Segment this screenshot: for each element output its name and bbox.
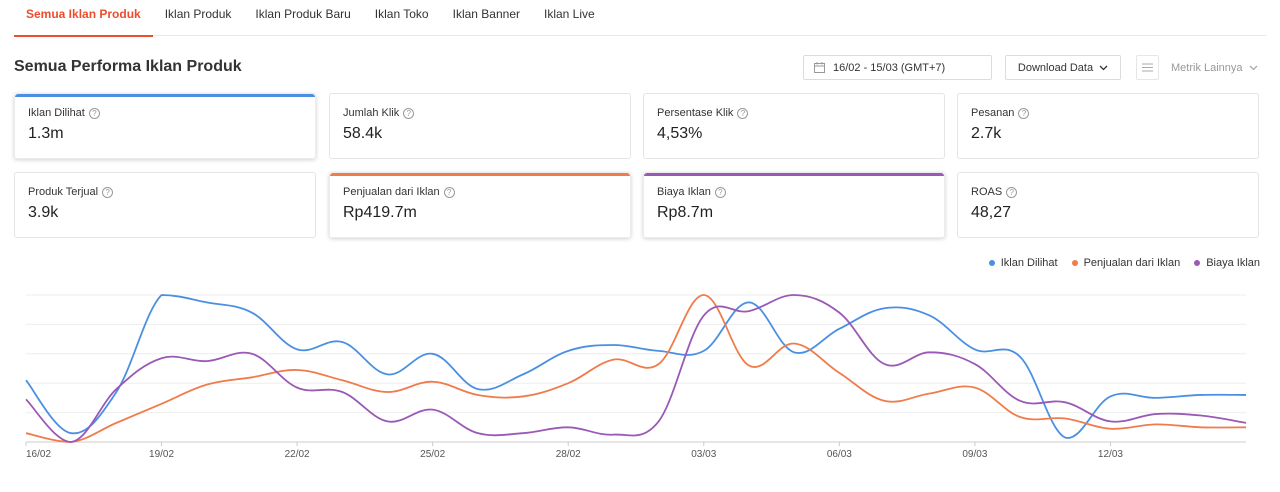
chevron-down-icon: [1249, 65, 1258, 70]
chevron-down-icon: [1099, 65, 1108, 70]
metric-card-jumlah-klik[interactable]: Jumlah Klik? 58.4k: [329, 93, 631, 159]
x-tick-label: 12/03: [1098, 449, 1123, 460]
metric-value: 48,27: [971, 204, 1012, 221]
metric-label: Produk Terjual: [28, 186, 99, 198]
metric-label: Penjualan dari Iklan: [343, 186, 440, 198]
help-icon[interactable]: ?: [88, 107, 100, 119]
help-icon[interactable]: ?: [403, 107, 415, 119]
x-tick-label: 19/02: [149, 449, 174, 460]
tab-iklan-produk-baru[interactable]: Iklan Produk Baru: [255, 7, 351, 21]
metric-value: 4,53%: [657, 125, 703, 142]
tab-iklan-banner[interactable]: Iklan Banner: [452, 7, 520, 21]
performance-line-chart: 16/02 19/02 22/02 25/02 28/02 03/03 06/03 09/03…: [25, 294, 1247, 460]
metric-card-pesanan[interactable]: Pesanan? 2.7k: [957, 93, 1259, 159]
x-tick-label: 28/02: [556, 449, 581, 460]
metric-value: Rp419.7m: [343, 204, 417, 221]
list-view-button[interactable]: [1136, 55, 1159, 80]
metric-card-persentase-klik[interactable]: Persentase Klik? 4,53%: [643, 93, 945, 159]
x-tick-label: 09/03: [962, 449, 987, 460]
legend-item-penjualan-dari-iklan[interactable]: Penjualan dari Iklan: [1071, 257, 1181, 269]
list-icon: [1142, 63, 1153, 72]
metric-value: 2.7k: [971, 125, 1002, 142]
legend-item-iklan-dilihat[interactable]: Iklan Dilihat: [988, 257, 1058, 269]
metric-card-produk-terjual[interactable]: Produk Terjual? 3.9k: [14, 172, 316, 238]
x-tick-label: 22/02: [285, 449, 310, 460]
metric-card-roas[interactable]: ROAS? 48,27: [957, 172, 1259, 238]
card-selected-bar: [15, 94, 315, 97]
series-line-penjualan-dari-iklan[interactable]: [25, 294, 1247, 443]
metrik-lainnya-label: Metrik Lainnya: [1171, 61, 1243, 74]
help-icon[interactable]: ?: [1018, 107, 1030, 119]
card-selected-bar: [644, 173, 944, 176]
metric-value: 3.9k: [28, 204, 59, 221]
chart-legend: Iklan Dilihat Penjualan dari Iklan Biaya…: [975, 257, 1260, 269]
metric-label: Jumlah Klik: [343, 107, 400, 119]
tab-iklan-produk[interactable]: Iklan Produk: [164, 7, 232, 21]
legend-label: Biaya Iklan: [1206, 257, 1260, 269]
x-tick-label: 03/03: [691, 449, 716, 460]
help-icon[interactable]: ?: [102, 186, 114, 198]
help-icon[interactable]: ?: [1006, 186, 1018, 198]
metric-label: Iklan Dilihat: [28, 107, 85, 119]
page-title: Semua Performa Iklan Produk: [14, 58, 242, 75]
metric-card-biaya-iklan[interactable]: Biaya Iklan? Rp8.7m: [643, 172, 945, 238]
help-icon[interactable]: ?: [443, 186, 455, 198]
x-tick-label: 06/03: [827, 449, 852, 460]
help-icon[interactable]: ?: [737, 107, 749, 119]
ad-type-tabs: Semua Iklan Produk Iklan Produk Iklan Pr…: [14, 0, 1266, 37]
series-line-biaya-iklan[interactable]: [25, 294, 1247, 443]
metric-label: Pesanan: [971, 107, 1015, 119]
download-data-label: Download Data: [1017, 61, 1094, 74]
legend-label: Iklan Dilihat: [1000, 257, 1058, 269]
date-range-text: 16/02 - 15/03 (GMT+7): [833, 61, 946, 74]
metric-label: Persentase Klik: [657, 107, 734, 119]
x-tick-label: 25/02: [420, 449, 445, 460]
legend-dot: [1194, 260, 1201, 266]
legend-dot: [988, 260, 995, 266]
metric-card-iklan-dilihat[interactable]: Iklan Dilihat? 1.3m: [14, 93, 316, 159]
metric-value: 1.3m: [28, 125, 64, 142]
calendar-icon: [814, 62, 825, 73]
metric-value: Rp8.7m: [657, 204, 714, 221]
tab-semua-iklan-produk[interactable]: Semua Iklan Produk: [14, 0, 153, 37]
legend-dot: [1071, 260, 1078, 266]
metric-label: ROAS: [971, 186, 1003, 198]
download-data-button[interactable]: Download Data: [1005, 55, 1121, 80]
tab-iklan-live[interactable]: Iklan Live: [544, 7, 595, 21]
metrik-lainnya-dropdown[interactable]: Metrik Lainnya: [1171, 55, 1258, 80]
series-line-iklan-dilihat[interactable]: [25, 294, 1247, 439]
tab-iklan-toko[interactable]: Iklan Toko: [374, 7, 429, 21]
metric-value: 58.4k: [343, 125, 383, 142]
date-range-picker[interactable]: 16/02 - 15/03 (GMT+7): [803, 55, 992, 80]
x-tick-label: 16/02: [26, 449, 51, 460]
card-selected-bar: [330, 173, 630, 176]
help-icon[interactable]: ?: [714, 186, 726, 198]
legend-label: Penjualan dari Iklan: [1083, 257, 1181, 269]
legend-item-biaya-iklan[interactable]: Biaya Iklan: [1194, 257, 1260, 269]
metric-label: Biaya Iklan: [657, 186, 711, 198]
metric-card-penjualan-dari-iklan[interactable]: Penjualan dari Iklan? Rp419.7m: [329, 172, 631, 238]
